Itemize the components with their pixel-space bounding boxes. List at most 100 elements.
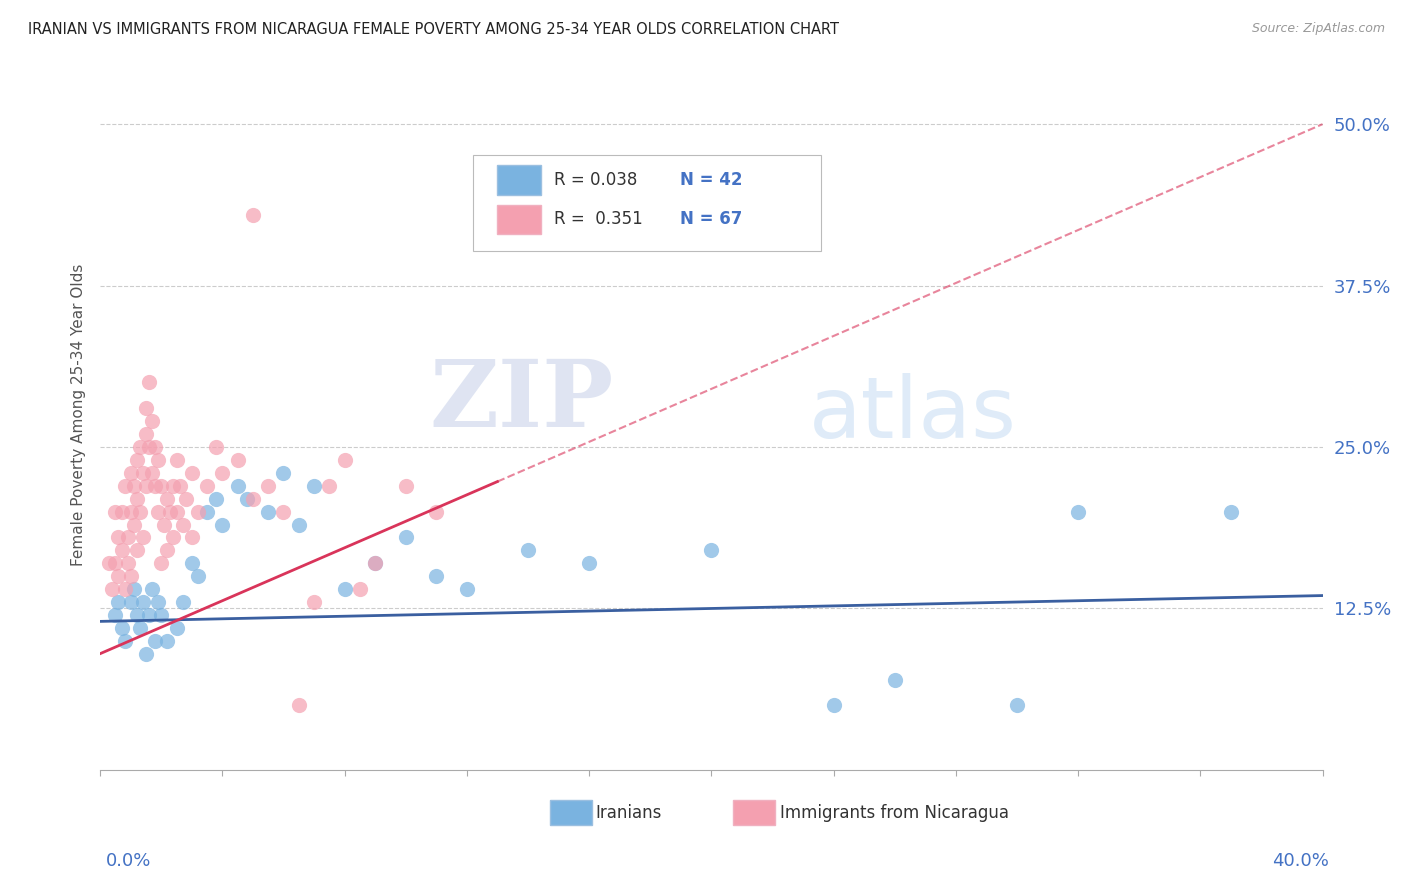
Point bbox=[180, 466, 202, 480]
Text: Iranians: Iranians bbox=[595, 804, 662, 822]
Point bbox=[110, 543, 132, 558]
Point bbox=[143, 440, 166, 454]
Point bbox=[156, 633, 179, 648]
Point bbox=[148, 453, 170, 467]
Point bbox=[166, 505, 188, 519]
Point bbox=[257, 505, 280, 519]
Point bbox=[125, 491, 148, 506]
Point bbox=[425, 569, 447, 583]
Point bbox=[156, 491, 179, 506]
Point bbox=[166, 453, 188, 467]
Point bbox=[211, 517, 233, 532]
Point bbox=[122, 517, 145, 532]
Point bbox=[349, 582, 371, 596]
Point bbox=[226, 479, 249, 493]
Point bbox=[578, 556, 600, 570]
FancyBboxPatch shape bbox=[550, 800, 592, 825]
Point bbox=[117, 531, 139, 545]
Text: 0.0%: 0.0% bbox=[105, 852, 150, 870]
Point bbox=[205, 491, 228, 506]
Point bbox=[174, 491, 197, 506]
FancyBboxPatch shape bbox=[472, 155, 821, 252]
Point bbox=[120, 595, 142, 609]
Point bbox=[132, 466, 155, 480]
Point bbox=[195, 479, 218, 493]
Point bbox=[135, 427, 157, 442]
Point bbox=[395, 531, 418, 545]
Text: R =  0.351: R = 0.351 bbox=[554, 211, 643, 228]
Point bbox=[114, 479, 136, 493]
Point bbox=[141, 414, 163, 428]
Point bbox=[456, 582, 478, 596]
Point bbox=[1067, 505, 1090, 519]
Point bbox=[125, 453, 148, 467]
Text: 40.0%: 40.0% bbox=[1272, 852, 1329, 870]
Point bbox=[205, 440, 228, 454]
Point bbox=[395, 479, 418, 493]
Text: Immigrants from Nicaragua: Immigrants from Nicaragua bbox=[780, 804, 1008, 822]
Point bbox=[107, 569, 129, 583]
Point bbox=[148, 595, 170, 609]
Point bbox=[143, 633, 166, 648]
Point bbox=[156, 543, 179, 558]
Point bbox=[135, 479, 157, 493]
Point bbox=[107, 531, 129, 545]
Point bbox=[166, 621, 188, 635]
Point bbox=[110, 505, 132, 519]
Point bbox=[883, 673, 905, 687]
Point bbox=[187, 505, 209, 519]
Point bbox=[128, 621, 150, 635]
Point bbox=[150, 556, 173, 570]
Point bbox=[110, 621, 132, 635]
Point bbox=[318, 479, 340, 493]
Point bbox=[162, 479, 184, 493]
Point bbox=[242, 491, 264, 506]
Point bbox=[138, 607, 160, 622]
Point bbox=[517, 543, 540, 558]
Text: N = 42: N = 42 bbox=[679, 171, 742, 189]
Point bbox=[104, 607, 127, 622]
Point bbox=[122, 479, 145, 493]
Point bbox=[135, 401, 157, 416]
Point bbox=[180, 556, 202, 570]
Text: IRANIAN VS IMMIGRANTS FROM NICARAGUA FEMALE POVERTY AMONG 25-34 YEAR OLDS CORREL: IRANIAN VS IMMIGRANTS FROM NICARAGUA FEM… bbox=[28, 22, 839, 37]
Point bbox=[150, 479, 173, 493]
Point bbox=[162, 531, 184, 545]
Point bbox=[187, 569, 209, 583]
Point bbox=[107, 595, 129, 609]
Text: atlas: atlas bbox=[808, 373, 1017, 456]
Point bbox=[104, 556, 127, 570]
Point bbox=[700, 543, 723, 558]
Point bbox=[236, 491, 259, 506]
Point bbox=[226, 453, 249, 467]
Point bbox=[98, 556, 121, 570]
Point bbox=[1005, 698, 1028, 713]
Point bbox=[169, 479, 191, 493]
Point bbox=[141, 466, 163, 480]
Text: Source: ZipAtlas.com: Source: ZipAtlas.com bbox=[1251, 22, 1385, 36]
Point bbox=[425, 505, 447, 519]
Point bbox=[153, 517, 176, 532]
Point bbox=[128, 440, 150, 454]
Point bbox=[273, 466, 295, 480]
FancyBboxPatch shape bbox=[498, 165, 541, 195]
Point bbox=[143, 479, 166, 493]
Point bbox=[823, 698, 845, 713]
Point bbox=[195, 505, 218, 519]
FancyBboxPatch shape bbox=[498, 204, 541, 235]
Point bbox=[101, 582, 124, 596]
Point bbox=[364, 556, 387, 570]
Point bbox=[104, 505, 127, 519]
Point bbox=[302, 479, 325, 493]
Point bbox=[211, 466, 233, 480]
Point bbox=[120, 505, 142, 519]
Point bbox=[302, 595, 325, 609]
Point bbox=[150, 607, 173, 622]
Point bbox=[138, 376, 160, 390]
Text: ZIP: ZIP bbox=[429, 356, 613, 445]
Point bbox=[242, 208, 264, 222]
Point bbox=[138, 440, 160, 454]
Point bbox=[273, 505, 295, 519]
Point bbox=[120, 569, 142, 583]
Point bbox=[159, 505, 181, 519]
